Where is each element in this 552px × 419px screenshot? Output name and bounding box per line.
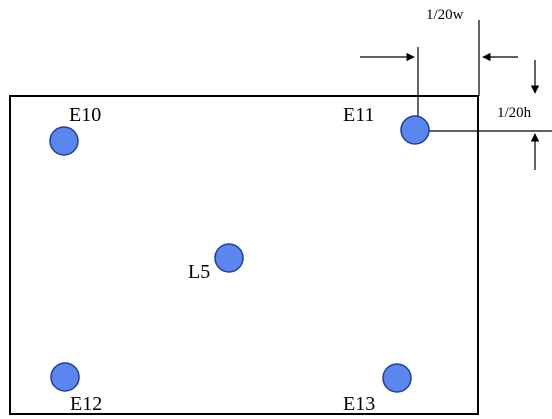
electrode-e12-label: E12 [70,393,102,415]
electrode-e13-label: E13 [343,393,375,415]
height-margin-label: 1/20h [497,105,532,121]
electrode-e13-dot [382,363,412,393]
screen-rectangle [9,95,479,415]
electrode-e10-dot [49,126,79,156]
electrode-e11-dot [400,115,430,145]
width-margin-label: 1/20w [426,7,464,23]
electrode-e12-dot [50,362,80,392]
electrode-l5-dot [214,243,244,273]
electrode-l5-label: L5 [188,261,210,283]
electrode-e11-label: E11 [343,104,374,126]
electrode-e10-label: E10 [69,104,101,126]
